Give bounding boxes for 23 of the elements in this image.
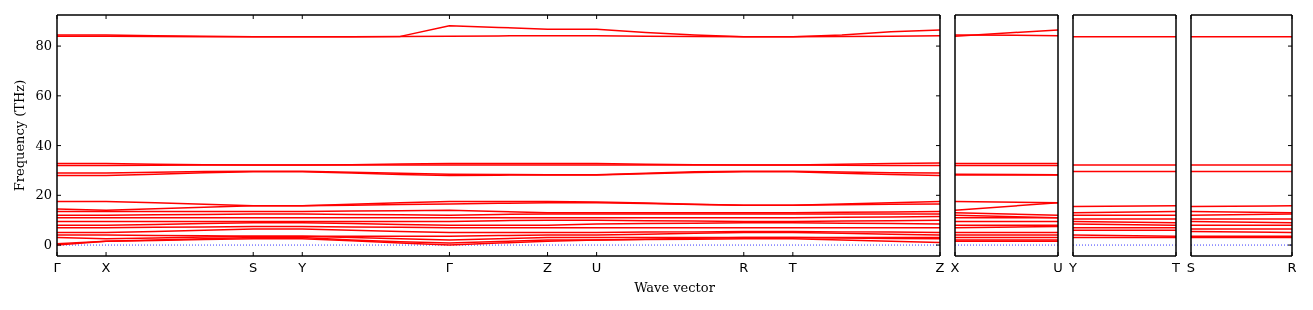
x-tick-label: T xyxy=(787,260,797,275)
x-tick-label: U xyxy=(1053,260,1063,275)
x-tick-label: S xyxy=(1186,260,1196,275)
x-tick-label: R xyxy=(739,260,749,275)
x-tick-label: Γ xyxy=(445,260,454,275)
y-axis-title: Frequency (THz) xyxy=(12,79,27,192)
y-tick-label: 60 xyxy=(35,87,52,103)
x-tick-label: U xyxy=(591,260,602,275)
y-tick-label: 80 xyxy=(35,38,52,54)
y-tick-label: 20 xyxy=(35,187,52,203)
x-tick-label: T xyxy=(1171,260,1181,275)
x-tick-label: Γ xyxy=(53,260,62,275)
x-tick-label: X xyxy=(101,260,111,275)
x-tick-label: Z xyxy=(543,260,553,275)
x-axis-title: Wave vector xyxy=(634,280,716,295)
x-tick-label: Z xyxy=(935,260,945,275)
y-tick-label: 40 xyxy=(35,137,52,153)
y-tick-label: 0 xyxy=(43,237,52,253)
x-tick-label: S xyxy=(249,260,258,275)
x-tick-label: R xyxy=(1287,260,1297,275)
x-tick-label: Y xyxy=(1068,260,1078,275)
x-tick-label: Y xyxy=(297,260,307,275)
x-tick-label: X xyxy=(950,260,960,275)
